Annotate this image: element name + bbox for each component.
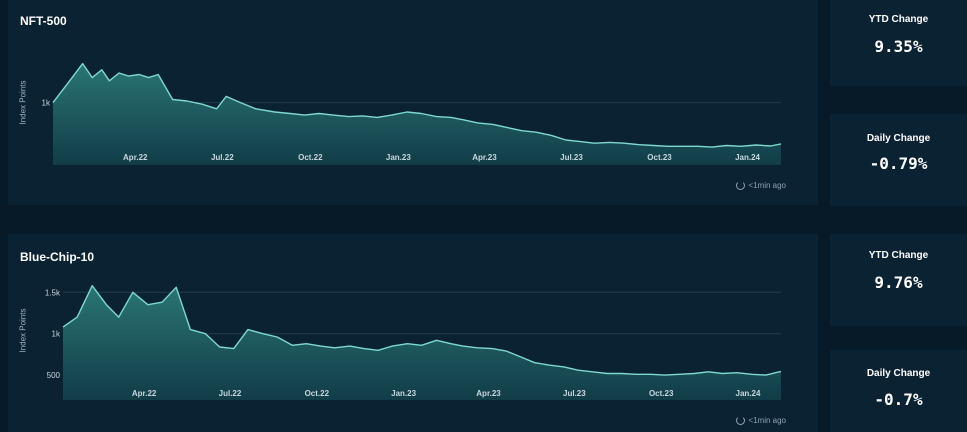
ytd-change-value: 9.35%: [874, 37, 923, 56]
chart-title: Blue-Chip-10: [20, 250, 95, 264]
ytd-change-value: 9.76%: [874, 273, 923, 292]
ytd-change-label: YTD Change: [868, 250, 929, 261]
y-tick-label: 1k: [42, 99, 51, 108]
daily-change-value: -0.79%: [869, 154, 928, 173]
nft-500-area-chart: 1k Apr.22 Jul.22 Oct.22 Jan.23 Apr.23 Jul.23 Oc…: [42, 62, 782, 165]
x-tick-label: Oct.22: [298, 153, 323, 162]
last-updated-text: <1min ago: [748, 416, 786, 425]
nft-500-chart-panel: NFT-500 Index Points 1k Apr.22 Jul.22 Oct.2…: [8, 0, 818, 205]
x-tick-label: Apr.23: [476, 389, 501, 398]
daily-change-label: Daily Change: [866, 133, 931, 144]
series-line: [62, 285, 782, 376]
x-tick-label: Apr.23: [472, 153, 497, 162]
x-tick-label: Oct.23: [649, 389, 674, 398]
x-tick-label: Jan.24: [735, 153, 760, 162]
blue-chip-10-ytd-card: YTD Change 9.76%: [830, 234, 967, 326]
last-updated-text: <1min ago: [748, 181, 786, 190]
daily-change-value: -0.7%: [874, 390, 923, 409]
x-tick-label: Jul.23: [563, 389, 586, 398]
blue-chip-10-area-chart: 1.5k 1k 500 Apr.22 Jul.22 Oct.22 Jan.23 Apr.23 J…: [45, 285, 782, 400]
nft-500-ytd-card: YTD Change 9.35%: [830, 0, 967, 86]
x-tick-label: Jan.23: [391, 389, 416, 398]
last-updated: <1min ago: [736, 181, 786, 190]
last-updated: <1min ago: [736, 416, 786, 425]
x-tick-label: Jul.23: [560, 153, 583, 162]
x-tick-label: Jan.24: [736, 389, 761, 398]
x-tick-label: Oct.23: [647, 153, 672, 162]
ytd-change-label: YTD Change: [868, 14, 929, 25]
x-tick-label: Apr.22: [132, 389, 157, 398]
x-tick-label: Apr.22: [123, 153, 148, 162]
y-tick-label: 500: [47, 371, 61, 380]
series-area: [63, 285, 781, 400]
series-line: [52, 62, 782, 148]
refresh-icon: [736, 416, 746, 425]
x-tick-label: Oct.22: [305, 389, 330, 398]
y-tick-label: 1.5k: [45, 288, 61, 297]
x-tick-label: Jul.22: [211, 153, 234, 162]
blue-chip-10-daily-card: Daily Change -0.7%: [830, 350, 967, 432]
chart-title: NFT-500: [20, 14, 67, 28]
refresh-icon: [736, 181, 746, 190]
series-area: [53, 63, 781, 165]
x-tick-label: Jul.22: [219, 389, 242, 398]
blue-chip-10-chart-panel: Blue-Chip-10 Index Points 1.5k 1k 500 Apr.2…: [8, 234, 818, 432]
nft-500-daily-card: Daily Change -0.79%: [830, 114, 967, 206]
y-tick-label: 1k: [52, 330, 61, 339]
x-tick-label: Jan.23: [386, 153, 411, 162]
daily-change-label: Daily Change: [866, 368, 931, 379]
